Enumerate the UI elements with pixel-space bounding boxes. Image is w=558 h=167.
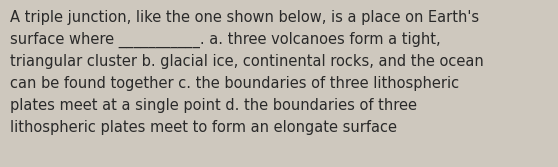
Text: plates meet at a single point d. the boundaries of three: plates meet at a single point d. the bou… [10,98,417,113]
Text: surface where ___________. a. three volcanoes form a tight,: surface where ___________. a. three volc… [10,32,441,48]
Text: lithospheric plates meet to form an elongate surface: lithospheric plates meet to form an elon… [10,120,397,135]
Text: A triple junction, like the one shown below, is a place on Earth's: A triple junction, like the one shown be… [10,10,479,25]
Text: can be found together c. the boundaries of three lithospheric: can be found together c. the boundaries … [10,76,459,91]
Text: triangular cluster b. glacial ice, continental rocks, and the ocean: triangular cluster b. glacial ice, conti… [10,54,484,69]
